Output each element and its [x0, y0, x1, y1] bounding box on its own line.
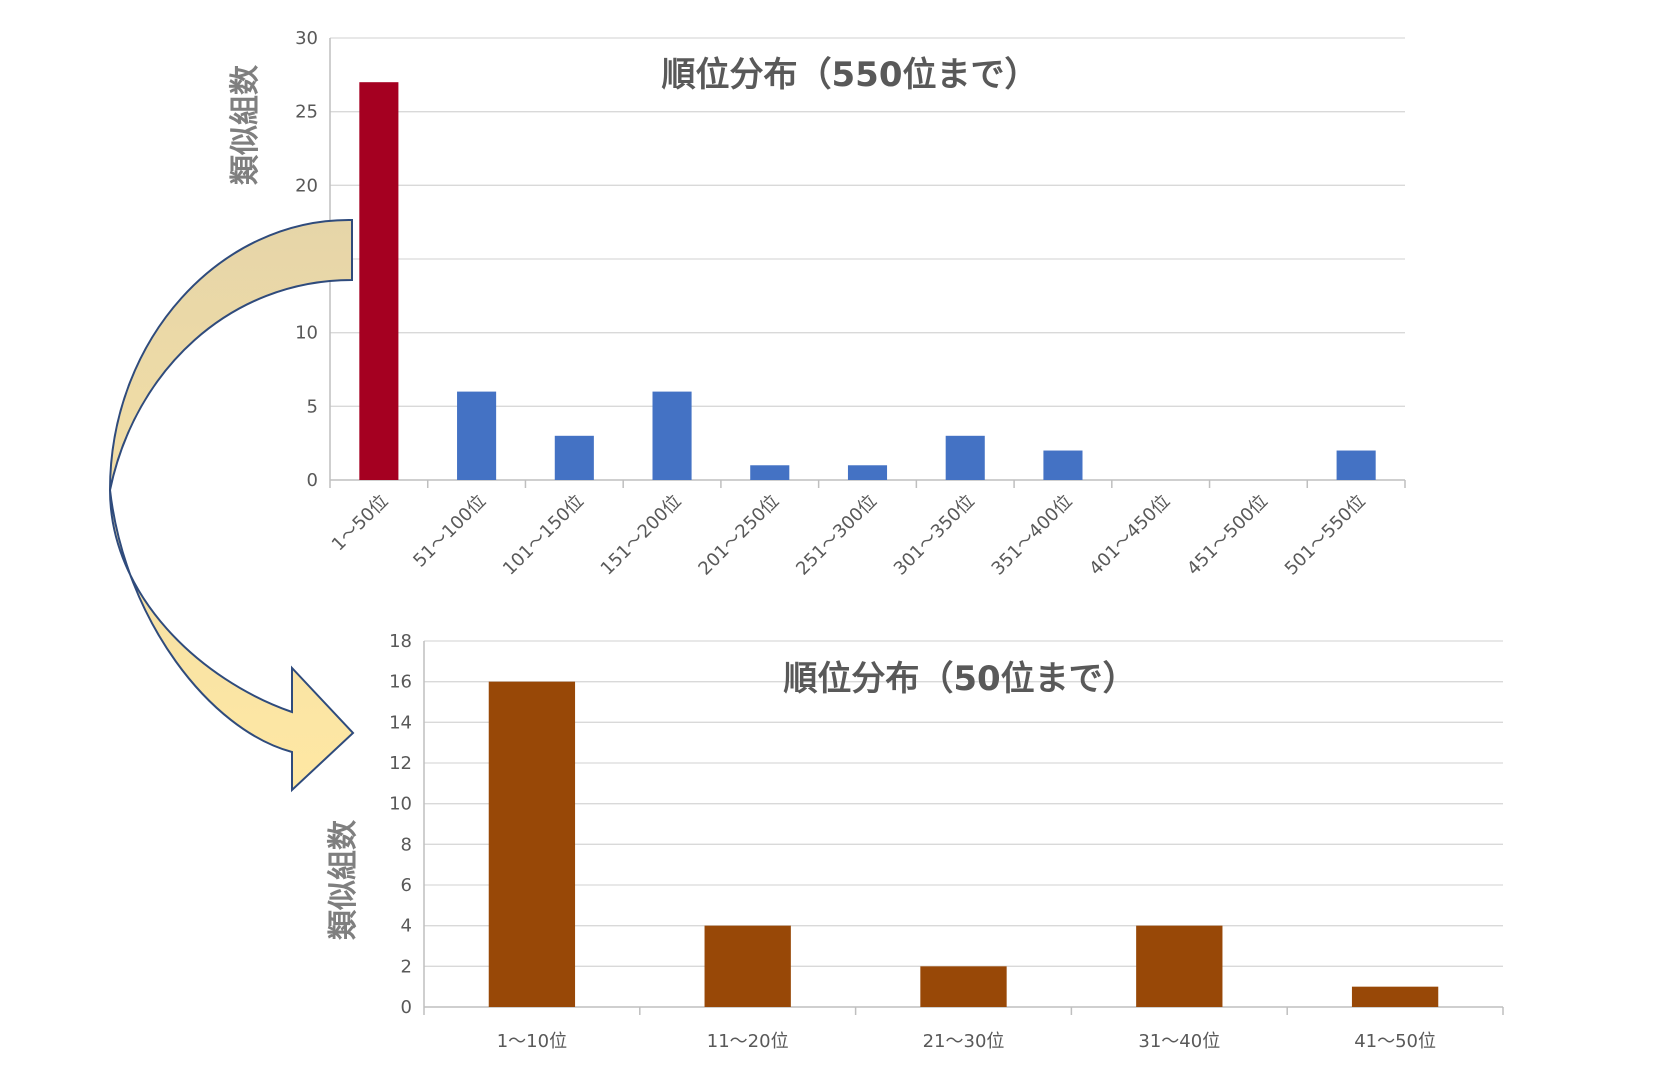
category-label: 501～550位 — [1281, 491, 1370, 580]
category-label: 1～50位 — [328, 491, 393, 556]
category-label: 31～40位 — [1138, 1031, 1220, 1052]
y-tick-label: 16 — [389, 672, 412, 693]
gridlines — [329, 37, 1405, 481]
bar-1 — [359, 82, 399, 480]
y-tick-label: 6 — [401, 875, 412, 896]
bar-4 — [1136, 925, 1223, 1007]
y-tick-labels: 0 2 4 6 8 10 12 14 16 18 — [389, 631, 412, 1018]
bar-3 — [554, 435, 594, 480]
category-label: 11～20位 — [707, 1031, 789, 1052]
category-label: 251～300位 — [792, 491, 881, 580]
bar-8 — [1043, 450, 1083, 480]
category-label: 51～100位 — [409, 491, 490, 572]
y-tick-label: 18 — [389, 631, 412, 652]
category-label: 21～30位 — [923, 1031, 1005, 1052]
bar-2 — [704, 925, 791, 1007]
chart-rank-550: 051015202530 1～50位51～100位101～150位151～200… — [228, 28, 1406, 580]
bar-4 — [652, 391, 692, 480]
bar-5 — [750, 465, 790, 480]
category-label: 41～50位 — [1354, 1031, 1436, 1052]
bars — [359, 82, 1376, 480]
category-label: 451～500位 — [1183, 491, 1272, 580]
category-label: 151～200位 — [597, 491, 686, 580]
y-axis-label: 類似組数 — [228, 64, 263, 185]
chart-title: 順位分布（550位まで） — [662, 55, 1039, 95]
category-label: 1～10位 — [497, 1031, 567, 1052]
y-tick-label: 10 — [295, 323, 318, 344]
bar-5 — [1351, 986, 1439, 1007]
y-tick-label: 30 — [295, 28, 318, 49]
y-axis-label: 類似組数 — [326, 819, 361, 940]
curved-arrow-icon — [108, 218, 355, 793]
x-tick-marks — [329, 480, 1406, 488]
y-tick-label: 5 — [307, 396, 318, 417]
y-tick-label: 25 — [295, 102, 318, 123]
y-tick-label: 0 — [307, 470, 318, 491]
y-tick-label: 10 — [389, 794, 412, 815]
bar-2 — [457, 391, 497, 480]
y-tick-label: 0 — [401, 997, 412, 1018]
bar-11 — [1336, 450, 1376, 480]
y-tick-label: 14 — [389, 712, 412, 733]
y-tick-label: 20 — [295, 175, 318, 196]
x-tick-marks — [423, 1007, 1504, 1015]
y-tick-label: 4 — [401, 916, 412, 937]
bar-1 — [488, 681, 576, 1007]
category-label: 301～350位 — [890, 491, 979, 580]
category-labels: 1～10位 11～20位 21～30位 31～40位 41～50位 — [497, 1031, 1436, 1052]
y-tick-label: 2 — [401, 956, 412, 977]
category-label: 351～400位 — [988, 491, 1077, 580]
y-tick-label: 8 — [401, 834, 412, 855]
category-label: 101～150位 — [499, 491, 588, 580]
chart-rank-50: 0 2 4 6 8 10 12 14 16 18 1～10位 11～20位 21～30位 31～40位 4… — [326, 631, 1504, 1052]
category-labels: 1～50位 51～100位 101～150位 151～200位 201～250位 251～… — [328, 491, 1370, 580]
bar-3 — [920, 966, 1007, 1007]
bar-7 — [945, 435, 985, 480]
bars — [488, 681, 1439, 1007]
y-tick-label: 12 — [389, 753, 412, 774]
bar-6 — [847, 465, 888, 480]
chart-title: 順位分布（50位まで） — [783, 659, 1136, 699]
category-label: 401～450位 — [1085, 491, 1174, 580]
category-label: 201～250位 — [694, 491, 783, 580]
